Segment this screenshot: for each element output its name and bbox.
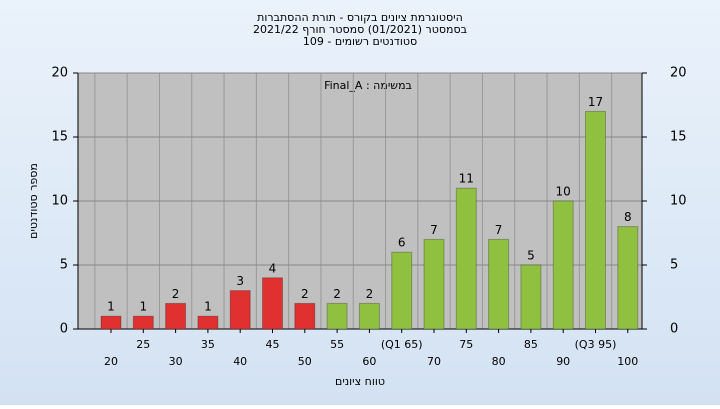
x-tick-label: (Q3 95) bbox=[575, 338, 617, 351]
bar bbox=[262, 277, 283, 330]
data-label: 2 bbox=[301, 287, 309, 301]
data-label: 17 bbox=[588, 95, 603, 109]
data-label: 7 bbox=[495, 223, 503, 237]
bar bbox=[391, 251, 413, 330]
bar bbox=[197, 315, 219, 330]
data-label: 10 bbox=[556, 185, 571, 199]
y-tick-label: 10 bbox=[51, 194, 68, 209]
y2-tick-label: 5 bbox=[670, 258, 678, 273]
annotation: Final_A : במשימה bbox=[324, 79, 412, 92]
data-label: 8 bbox=[624, 210, 632, 224]
bar bbox=[617, 226, 639, 330]
bar bbox=[552, 200, 574, 330]
bar bbox=[100, 315, 122, 330]
bar bbox=[132, 315, 154, 330]
y-tick-label: 0 bbox=[60, 322, 68, 337]
y2-tick-label: 0 bbox=[670, 322, 678, 337]
data-label: 2 bbox=[366, 287, 374, 301]
y2-tick-label: 20 bbox=[670, 66, 687, 81]
bar bbox=[294, 302, 316, 330]
bar bbox=[455, 187, 477, 330]
data-label: 1 bbox=[107, 300, 115, 314]
y2-tick-label: 15 bbox=[670, 130, 687, 145]
chart-title: היסטוגרמת ציונים בקורס - תורת ההסתברות bbox=[257, 11, 463, 24]
data-label: 4 bbox=[269, 261, 277, 275]
y-axis-label: מספר סטודנטים bbox=[27, 163, 40, 239]
x-axis-label: טווח ציונים bbox=[335, 375, 385, 388]
x-tick-label: 40 bbox=[233, 355, 247, 368]
y-tick-label: 20 bbox=[51, 66, 68, 81]
bar bbox=[165, 302, 187, 330]
bar bbox=[358, 302, 380, 330]
x-tick-label: 20 bbox=[104, 355, 118, 368]
x-tick-label: 45 bbox=[266, 338, 280, 351]
bar bbox=[488, 238, 510, 330]
y-tick-label: 15 bbox=[51, 130, 68, 145]
data-label: 5 bbox=[527, 249, 535, 263]
x-tick-label: (Q1 65) bbox=[381, 338, 423, 351]
data-label: 2 bbox=[333, 287, 341, 301]
x-tick-label: 75 bbox=[459, 338, 473, 351]
data-label: 6 bbox=[398, 236, 406, 250]
x-tick-label: 30 bbox=[169, 355, 183, 368]
bar bbox=[423, 238, 445, 330]
chart-subtitle: בסמסטר (01/2021) סמסטר חורף 2021/22 bbox=[253, 23, 467, 36]
x-tick-label: 70 bbox=[427, 355, 441, 368]
data-label: 2 bbox=[172, 287, 180, 301]
x-tick-label: 25 bbox=[136, 338, 150, 351]
bar bbox=[229, 290, 251, 330]
y2-tick-label: 10 bbox=[670, 194, 687, 209]
data-label: 1 bbox=[204, 300, 212, 314]
chart-subtitle: סטודנטים רשומים - 109 bbox=[303, 35, 417, 48]
y-tick-label: 5 bbox=[60, 258, 68, 273]
x-tick-label: 90 bbox=[556, 355, 570, 368]
x-tick-label: 100 bbox=[617, 355, 638, 368]
x-tick-label: 55 bbox=[330, 338, 344, 351]
data-label: 11 bbox=[459, 172, 474, 186]
x-tick-label: 35 bbox=[201, 338, 215, 351]
x-tick-label: 60 bbox=[362, 355, 376, 368]
bar bbox=[585, 110, 606, 330]
x-tick-label: 50 bbox=[298, 355, 312, 368]
data-label: 1 bbox=[139, 300, 147, 314]
data-label: 7 bbox=[430, 223, 438, 237]
data-label: 3 bbox=[236, 274, 244, 288]
x-tick-label: 80 bbox=[492, 355, 506, 368]
bar bbox=[326, 302, 348, 330]
x-tick-label: 85 bbox=[524, 338, 538, 351]
bar bbox=[520, 264, 542, 330]
